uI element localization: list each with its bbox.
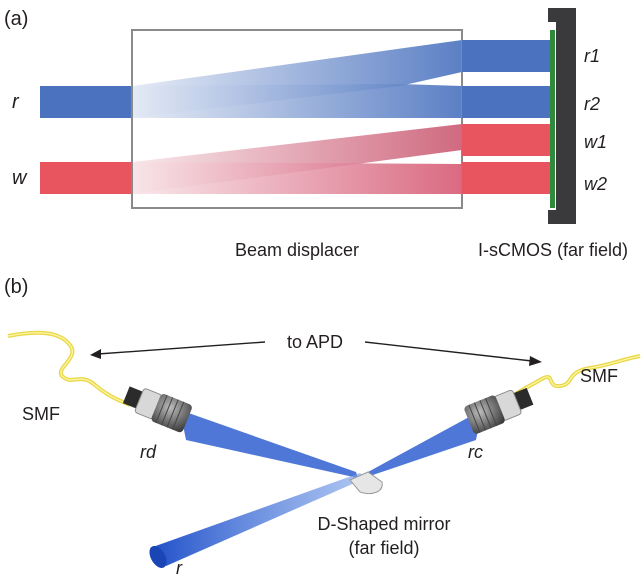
rc-label: rc — [468, 442, 483, 462]
output-w2-label: w2 — [584, 174, 607, 194]
output-r2-label: r2 — [584, 94, 600, 114]
mirror-label-line1: D-Shaped mirror — [317, 514, 450, 534]
panel-b-label: (b) — [4, 276, 28, 298]
beam-displacer-fill — [132, 30, 462, 208]
beam-input-r — [150, 473, 366, 566]
panel-a-label: (a) — [4, 8, 28, 30]
input-r-label-b: r — [176, 558, 183, 578]
rd-label: rd — [140, 442, 157, 462]
input-beam-w — [40, 162, 132, 194]
beam-displacer-box — [131, 29, 463, 209]
camera-sensor — [550, 30, 555, 208]
collimator-rc — [464, 387, 534, 434]
beam-displacer-label: Beam displacer — [235, 240, 359, 260]
smf-right-label: SMF — [580, 366, 618, 386]
fiber-right-highlight — [509, 355, 641, 399]
beam-input-r-end — [149, 546, 167, 568]
mirror-label-line2: (far field) — [348, 538, 419, 558]
output-beam-w2 — [462, 162, 552, 194]
arrow-left-head — [90, 349, 101, 359]
collimator-rd — [122, 386, 192, 433]
output-beam-r2 — [462, 86, 552, 118]
input-w-label: w — [12, 167, 28, 189]
camera-label: I-sCMOS (far field) — [478, 240, 628, 260]
beam-rd — [180, 410, 358, 478]
arrow-right-line — [364, 341, 533, 362]
output-beam-w1 — [462, 124, 552, 156]
smf-left-label: SMF — [22, 404, 60, 424]
input-r-label: r — [12, 91, 20, 113]
fiber-left-highlight — [7, 332, 131, 406]
input-beam-r — [40, 86, 132, 118]
output-r1-label: r1 — [584, 46, 600, 66]
d-shaped-mirror — [349, 471, 383, 495]
arrow-right-head — [529, 356, 542, 366]
output-w1-label: w1 — [584, 132, 607, 152]
arrow-left-line — [97, 341, 266, 355]
beam-rc — [364, 410, 482, 478]
camera-body — [548, 8, 576, 224]
output-beam-r1 — [462, 40, 552, 72]
to-apd-label: to APD — [287, 332, 343, 352]
